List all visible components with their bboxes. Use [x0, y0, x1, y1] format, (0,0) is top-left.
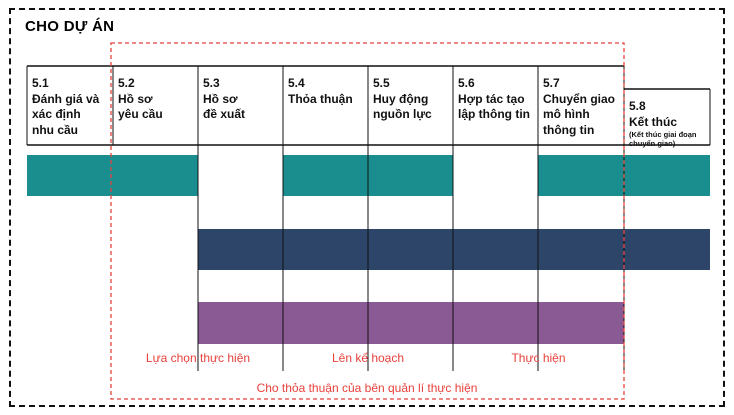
bar-2-segment-1 — [198, 229, 710, 270]
stage-number: 5.7 — [543, 76, 560, 90]
bar-1-segment-1 — [27, 155, 198, 196]
stage-title: Chuyển giao mô hình thông tin — [543, 91, 616, 137]
bottom-label: Cho thỏa thuận của bên quản lí thực hiện — [256, 381, 478, 395]
stage-number: 5.5 — [373, 76, 390, 90]
stage-label-8: 5.8 Kết thúc (Kết thúc giai đoạn chuyển gi… — [629, 99, 697, 148]
stage-label-2: 5.2 Hồ sơ yêu cầu — [118, 76, 163, 123]
stage-title: Hợp tác tạo lập thông tin — [458, 91, 530, 122]
stage-label-6: 5.6 Hợp tác tạo lập thông tin — [458, 76, 530, 123]
phase-label-selection: Lựa chọn thực hiện — [145, 351, 251, 365]
bar-3-segment-1 — [198, 302, 624, 344]
stage-label-5: 5.5 Huy động nguồn lực — [373, 76, 432, 123]
phase-label-execution: Thực hiện — [511, 351, 566, 365]
project-title: CHO DỰ ÁN — [25, 18, 115, 35]
stage-label-7: 5.7 Chuyển giao mô hình thông tin — [543, 76, 615, 138]
stage-title: Đánh giá và xác định nhu cầu — [32, 91, 100, 137]
stage-number: 5.4 — [288, 76, 305, 90]
stage-title: Huy động nguồn lực — [373, 91, 432, 122]
stage-title: Kết thúc — [629, 114, 677, 129]
phase-label-planning: Lên kế hoạch — [331, 351, 405, 365]
stage-title: Thỏa thuận — [288, 91, 353, 106]
stage-label-1: 5.1 Đánh giá và xác định nhu cầu — [32, 76, 99, 138]
stage-number: 5.1 — [32, 76, 49, 90]
stage-number: 5.2 — [118, 76, 135, 90]
stage-label-3: 5.3 Hồ sơ đề xuất — [203, 76, 245, 123]
stage-note: (Kết thúc giai đoạn chuyển giao) — [629, 130, 697, 148]
stage-title: Hồ sơ yêu cầu — [118, 91, 163, 122]
stage-number: 5.3 — [203, 76, 220, 90]
project-frame — [9, 8, 725, 407]
stage-label-4: 5.4 Thỏa thuận — [288, 76, 353, 107]
stage-title: Hồ sơ đề xuất — [203, 91, 246, 122]
stage-number: 5.8 — [629, 99, 646, 113]
stage-number: 5.6 — [458, 76, 475, 90]
